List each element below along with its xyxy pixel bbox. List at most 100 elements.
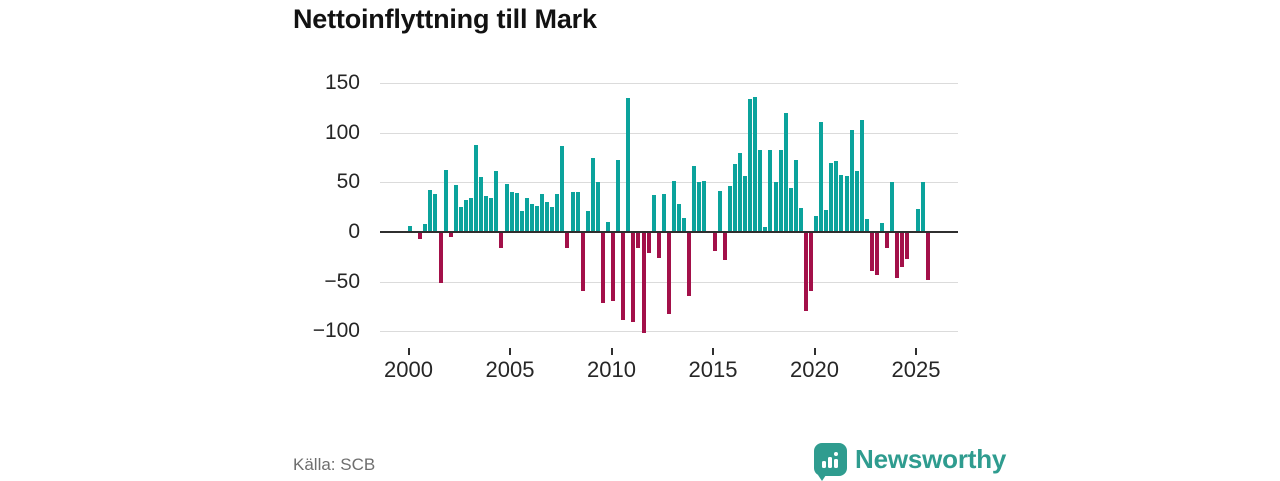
bar-q58[interactable] xyxy=(702,181,707,232)
bar-q91[interactable] xyxy=(869,233,874,271)
bar-q24[interactable] xyxy=(529,204,534,232)
bar-q77[interactable] xyxy=(798,208,803,232)
bar-q13[interactable] xyxy=(474,144,479,232)
bar-q31[interactable] xyxy=(565,233,570,248)
bar-q86[interactable] xyxy=(844,176,849,232)
bar-q12[interactable] xyxy=(469,198,473,232)
bar-q50[interactable] xyxy=(661,194,666,232)
bar-q66[interactable] xyxy=(743,176,748,232)
bar-q94[interactable] xyxy=(885,233,890,248)
bar-q7[interactable] xyxy=(443,170,448,232)
bar-q67[interactable] xyxy=(748,98,753,232)
bar-q16[interactable] xyxy=(489,198,494,232)
bar-q28[interactable] xyxy=(550,207,555,232)
bar-q52[interactable] xyxy=(672,181,676,232)
bar-q20[interactable] xyxy=(509,192,514,232)
bar-q14[interactable] xyxy=(479,177,484,232)
bar-q87[interactable] xyxy=(849,129,854,232)
bar-q88[interactable] xyxy=(854,171,859,232)
bar-q80[interactable] xyxy=(814,216,819,232)
bar-q41[interactable] xyxy=(616,159,621,232)
bar-q69[interactable] xyxy=(758,149,763,232)
bar-q39[interactable] xyxy=(606,222,611,232)
bar-q4[interactable] xyxy=(428,190,433,232)
bar-q51[interactable] xyxy=(666,233,671,315)
bar-q72[interactable] xyxy=(773,182,778,232)
bar-q29[interactable] xyxy=(555,194,560,232)
bar-q71[interactable] xyxy=(768,149,773,232)
bar-q96[interactable] xyxy=(895,233,900,278)
bar-q89[interactable] xyxy=(859,119,864,232)
bar-q15[interactable] xyxy=(484,196,489,232)
bar-q98[interactable] xyxy=(905,233,910,259)
bar-q6[interactable] xyxy=(438,233,443,283)
bar-q30[interactable] xyxy=(560,145,565,232)
bar-q25[interactable] xyxy=(534,206,539,232)
bar-q100[interactable] xyxy=(915,209,920,232)
bar-q2[interactable] xyxy=(418,233,423,239)
bar-q46[interactable] xyxy=(641,233,646,334)
bar-q70[interactable] xyxy=(763,227,768,232)
bar-q75[interactable] xyxy=(788,188,793,232)
bar-q18[interactable] xyxy=(499,233,504,248)
bar-q64[interactable] xyxy=(732,164,737,232)
bar-q9[interactable] xyxy=(453,185,458,232)
bar-q49[interactable] xyxy=(656,233,661,258)
bar-q83[interactable] xyxy=(829,163,834,232)
bar-q55[interactable] xyxy=(687,233,692,296)
bar-q79[interactable] xyxy=(809,233,814,291)
bar-q97[interactable] xyxy=(900,233,905,267)
bar-q3[interactable] xyxy=(423,224,428,232)
bar-q85[interactable] xyxy=(839,175,844,232)
bar-q101[interactable] xyxy=(920,182,925,232)
bar-q11[interactable] xyxy=(463,200,468,232)
bar-q27[interactable] xyxy=(545,202,550,232)
bar-q38[interactable] xyxy=(600,233,605,303)
bar-q54[interactable] xyxy=(682,218,687,232)
bar-q82[interactable] xyxy=(824,210,829,232)
bar-q78[interactable] xyxy=(803,233,808,312)
bar-q21[interactable] xyxy=(514,193,519,232)
bar-q48[interactable] xyxy=(651,195,656,232)
bar-q26[interactable] xyxy=(540,194,545,232)
bar-q93[interactable] xyxy=(880,223,885,232)
bar-q63[interactable] xyxy=(727,186,732,232)
bar-q43[interactable] xyxy=(626,97,631,232)
bar-q34[interactable] xyxy=(580,233,585,291)
bar-q42[interactable] xyxy=(621,233,626,321)
newsworthy-logo[interactable]: Newsworthy xyxy=(814,441,1006,481)
bar-q92[interactable] xyxy=(875,233,879,275)
bar-q8[interactable] xyxy=(448,233,453,237)
bar-q32[interactable] xyxy=(570,192,575,232)
bar-q19[interactable] xyxy=(504,184,509,232)
bar-q84[interactable] xyxy=(834,160,839,232)
bar-q37[interactable] xyxy=(595,182,600,232)
bar-q65[interactable] xyxy=(737,152,742,232)
bar-q5[interactable] xyxy=(433,194,438,232)
bar-q73[interactable] xyxy=(778,149,783,232)
bar-q53[interactable] xyxy=(677,204,682,232)
bar-q62[interactable] xyxy=(722,233,727,260)
bar-q40[interactable] xyxy=(611,233,616,301)
bar-q36[interactable] xyxy=(590,157,595,232)
bar-q47[interactable] xyxy=(646,233,651,253)
bar-q17[interactable] xyxy=(494,171,499,232)
bar-q57[interactable] xyxy=(697,182,702,232)
bar-q22[interactable] xyxy=(519,211,524,232)
bar-q95[interactable] xyxy=(890,182,895,232)
bar-q10[interactable] xyxy=(458,207,463,232)
bar-q81[interactable] xyxy=(819,121,824,232)
bar-q68[interactable] xyxy=(753,96,758,232)
bar-q90[interactable] xyxy=(864,219,869,232)
bar-q56[interactable] xyxy=(692,166,697,232)
bar-q33[interactable] xyxy=(575,192,580,232)
bar-q23[interactable] xyxy=(524,198,529,232)
bar-q0[interactable] xyxy=(408,226,413,232)
bar-q35[interactable] xyxy=(585,211,590,232)
bar-q76[interactable] xyxy=(793,159,798,232)
bar-q45[interactable] xyxy=(636,233,641,248)
bar-q60[interactable] xyxy=(712,233,717,251)
bar-q44[interactable] xyxy=(631,233,636,323)
bar-q102[interactable] xyxy=(925,233,930,280)
bar-q61[interactable] xyxy=(717,191,722,232)
